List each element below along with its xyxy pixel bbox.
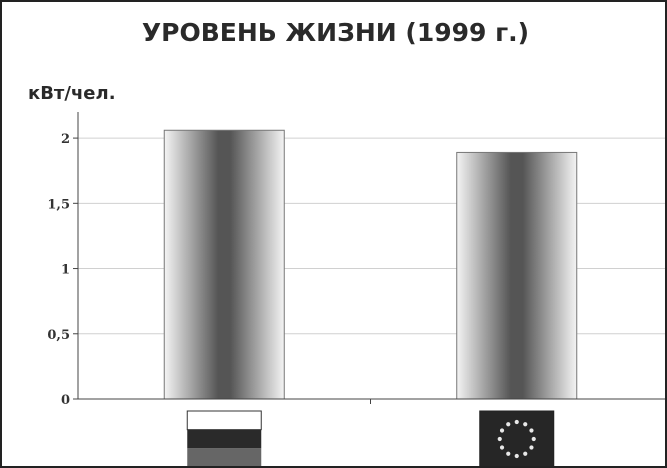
y-tick-label: 2	[61, 132, 70, 147]
y-tick-label: 0	[61, 393, 70, 408]
flag-star	[529, 445, 534, 450]
bars	[163, 129, 578, 400]
y-axis-label: кВт/чел.	[28, 83, 116, 104]
flag-star	[531, 436, 536, 442]
flag-star	[514, 419, 519, 425]
y-tick-label: 1	[61, 263, 70, 278]
flag-star	[497, 436, 502, 442]
flag-star	[499, 428, 505, 433]
russia-flag-icon	[186, 410, 262, 466]
flag-star	[523, 451, 528, 456]
bar-russia	[163, 129, 285, 400]
flag-stripe-blue	[187, 429, 262, 449]
category-icons	[186, 410, 555, 466]
y-tick-label: 0,5	[47, 328, 70, 343]
chart-title: УРОВЕНЬ ЖИЗНИ (1999 г.)	[141, 18, 530, 47]
flag-star	[514, 453, 519, 459]
flag-stripe-white	[186, 410, 262, 431]
eu-flag-icon	[479, 410, 555, 466]
flag-star	[506, 451, 511, 456]
flag-star	[506, 422, 511, 427]
bar-eu	[456, 151, 578, 400]
y-tick-labels: 0 0,5 1 1,5 2	[47, 132, 70, 408]
flag-stripe-red	[187, 448, 262, 466]
axes	[73, 112, 665, 404]
flag-star	[529, 428, 534, 433]
flag-star	[523, 422, 528, 427]
flag-star	[499, 445, 505, 450]
y-tick-label: 1,5	[47, 197, 70, 212]
